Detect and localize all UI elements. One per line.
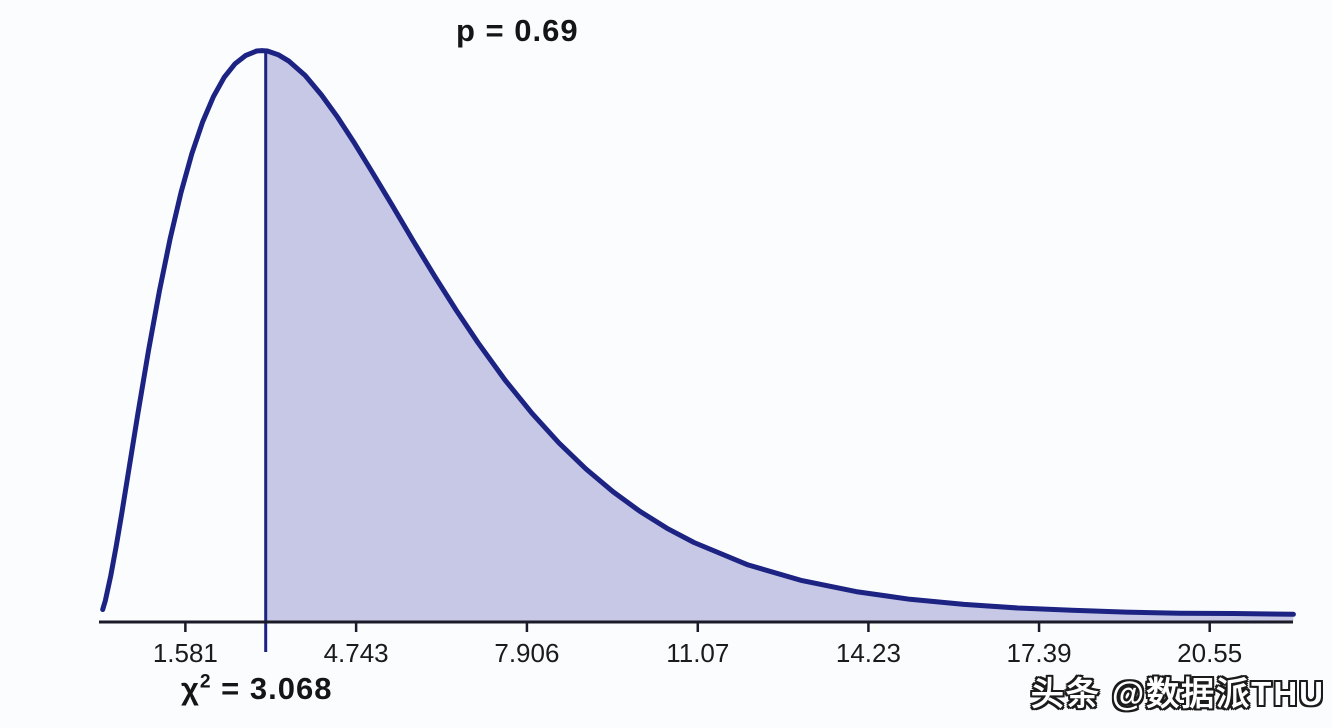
p-value-label: p = 0.69 bbox=[456, 13, 579, 48]
chi-exponent: 2 bbox=[199, 671, 212, 693]
x-tick-label: 1.581 bbox=[153, 638, 218, 668]
chi-square-statistic-label: χ2 = 3.068 bbox=[181, 671, 332, 707]
chi-statistic-value: = 3.068 bbox=[211, 671, 333, 706]
watermark-text: 头条 @数据派THU bbox=[1030, 675, 1325, 712]
shaded-upper-tail-area bbox=[265, 50, 1294, 621]
x-axis-ticks bbox=[184, 623, 1211, 632]
density-curve bbox=[100, 48, 1296, 617]
x-tick-label: 17.39 bbox=[1007, 638, 1072, 668]
x-tick-label: 7.906 bbox=[494, 638, 559, 668]
chi-symbol: χ bbox=[181, 671, 200, 706]
x-tick-label: 20.55 bbox=[1177, 638, 1242, 668]
x-tick-label: 11.07 bbox=[666, 638, 729, 668]
x-tick-label: 4.743 bbox=[324, 638, 389, 668]
x-tick-label: 14.23 bbox=[836, 638, 901, 668]
x-axis-tick-labels: 1.581 4.743 7.906 11.07 14.23 17.39 20.55 bbox=[153, 638, 1242, 668]
